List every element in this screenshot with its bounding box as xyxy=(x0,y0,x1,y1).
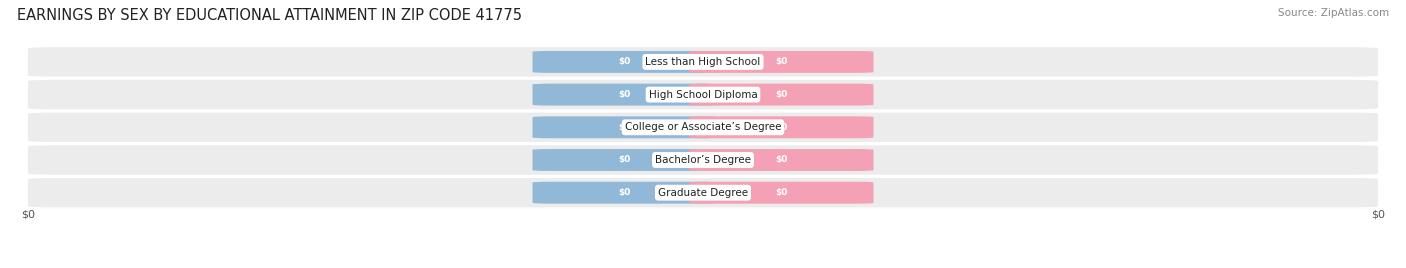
Text: $0: $0 xyxy=(1371,209,1385,219)
Text: Source: ZipAtlas.com: Source: ZipAtlas.com xyxy=(1278,8,1389,18)
Text: Graduate Degree: Graduate Degree xyxy=(658,188,748,198)
Text: $0: $0 xyxy=(775,57,787,66)
FancyBboxPatch shape xyxy=(533,84,717,106)
FancyBboxPatch shape xyxy=(533,182,717,204)
Text: $0: $0 xyxy=(775,90,787,99)
FancyBboxPatch shape xyxy=(689,84,873,106)
Text: $0: $0 xyxy=(619,123,631,132)
FancyBboxPatch shape xyxy=(689,51,873,73)
Text: $0: $0 xyxy=(619,57,631,66)
Text: $0: $0 xyxy=(619,188,631,197)
FancyBboxPatch shape xyxy=(533,149,717,171)
Text: $0: $0 xyxy=(775,123,787,132)
Text: Bachelor’s Degree: Bachelor’s Degree xyxy=(655,155,751,165)
FancyBboxPatch shape xyxy=(689,182,873,204)
FancyBboxPatch shape xyxy=(533,116,717,138)
FancyBboxPatch shape xyxy=(533,51,717,73)
Text: $0: $0 xyxy=(775,188,787,197)
FancyBboxPatch shape xyxy=(28,80,1378,109)
Text: $0: $0 xyxy=(619,155,631,165)
FancyBboxPatch shape xyxy=(28,145,1378,175)
Text: $0: $0 xyxy=(21,209,35,219)
Text: $0: $0 xyxy=(775,155,787,165)
Text: College or Associate’s Degree: College or Associate’s Degree xyxy=(624,122,782,132)
Text: $0: $0 xyxy=(619,90,631,99)
Text: Less than High School: Less than High School xyxy=(645,57,761,67)
FancyBboxPatch shape xyxy=(28,113,1378,142)
FancyBboxPatch shape xyxy=(28,47,1378,77)
FancyBboxPatch shape xyxy=(689,116,873,138)
FancyBboxPatch shape xyxy=(28,178,1378,207)
Text: EARNINGS BY SEX BY EDUCATIONAL ATTAINMENT IN ZIP CODE 41775: EARNINGS BY SEX BY EDUCATIONAL ATTAINMEN… xyxy=(17,8,522,23)
Text: High School Diploma: High School Diploma xyxy=(648,90,758,100)
FancyBboxPatch shape xyxy=(689,149,873,171)
